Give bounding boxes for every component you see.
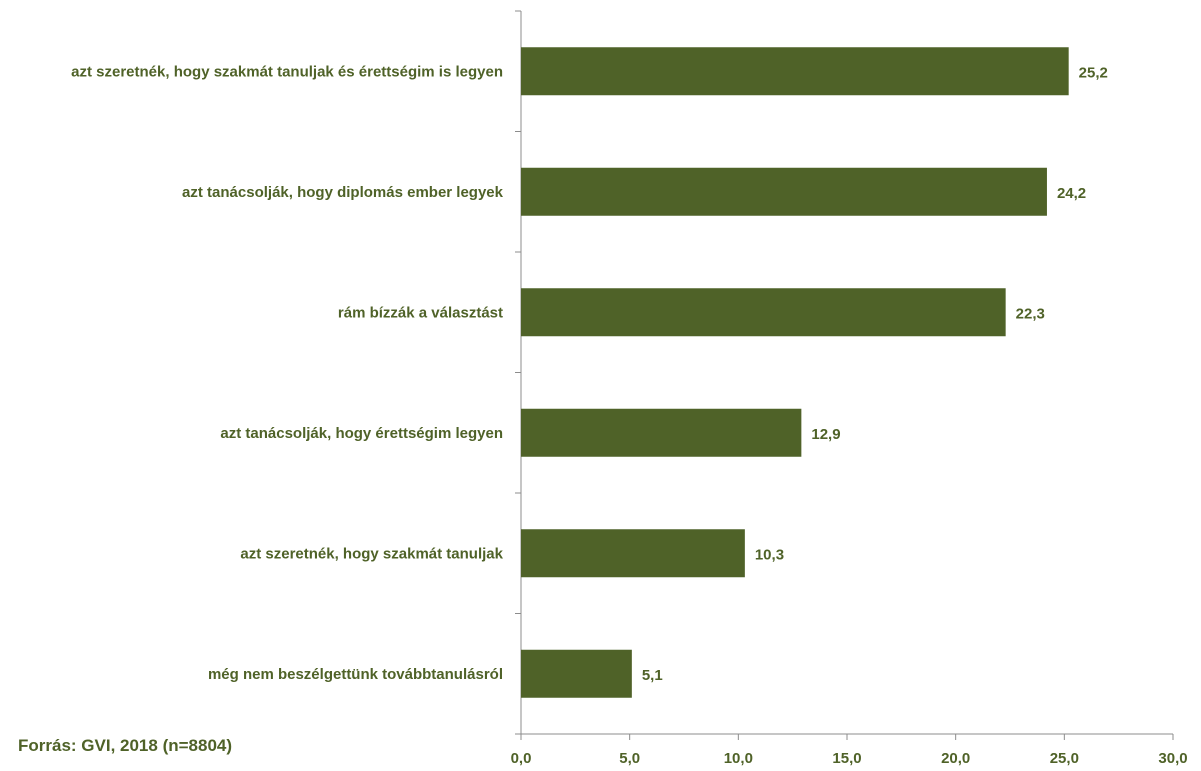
value-label: 10,3 [755, 546, 784, 563]
x-tick-label: 15,0 [832, 750, 861, 767]
bar [521, 649, 632, 698]
value-label: 5,1 [642, 667, 663, 684]
x-tick-label: 25,0 [1050, 750, 1079, 767]
category-label: azt tanácsolják, hogy érettségim legyen [220, 425, 503, 442]
x-tick-label: 10,0 [724, 750, 753, 767]
bar [521, 167, 1047, 216]
bar [521, 408, 802, 457]
x-tick-label: 0,0 [511, 750, 532, 767]
chart-axes [515, 10, 1174, 740]
category-label: rám bízzák a választást [338, 304, 503, 321]
category-label: azt szeretnék, hogy szakmát tanuljak és … [71, 63, 503, 80]
chart-bars [521, 47, 1069, 698]
bar [521, 529, 745, 578]
category-label: azt szeretnék, hogy szakmát tanuljak [240, 545, 503, 562]
value-label: 25,2 [1079, 64, 1108, 81]
x-tick-label: 30,0 [1158, 750, 1187, 767]
value-label: 24,2 [1057, 185, 1086, 202]
source-note: Forrás: GVI, 2018 (n=8804) [18, 736, 233, 755]
x-tick-label: 5,0 [619, 750, 640, 767]
bar [521, 288, 1006, 337]
category-label: azt tanácsolják, hogy diplomás ember leg… [182, 184, 504, 201]
category-label: még nem beszélgettünk továbbtanulásról [208, 666, 503, 683]
chart-labels: 0,0 5,0 10,0 15,0 20,0 25,0 30,0 azt szeretnék,… [71, 63, 1187, 767]
value-label: 22,3 [1016, 305, 1045, 322]
bar [521, 47, 1069, 96]
value-label: 12,9 [811, 426, 840, 443]
x-tick-label: 20,0 [941, 750, 970, 767]
